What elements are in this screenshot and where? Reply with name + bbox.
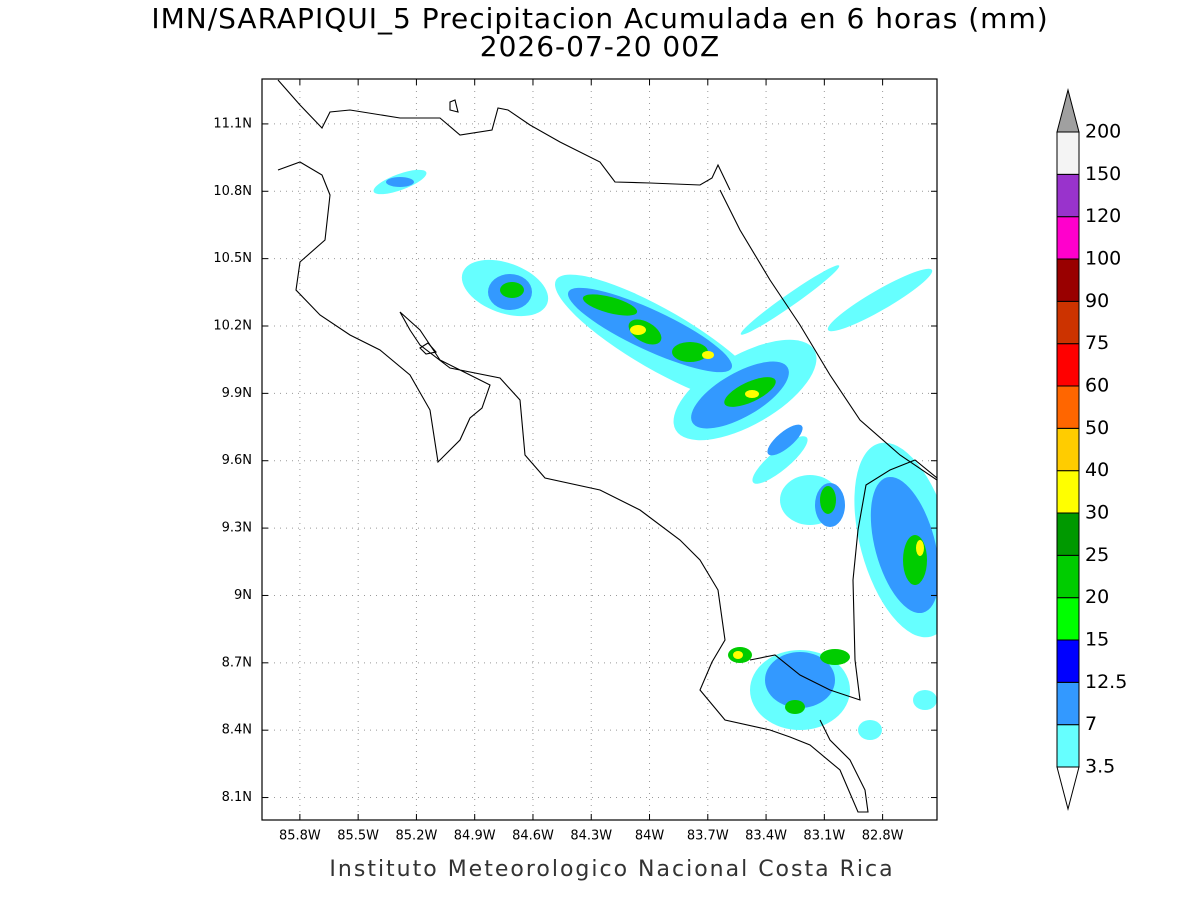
colorbar-bin bbox=[1056, 597, 1080, 641]
y-tick-label: 10.5N bbox=[213, 251, 252, 266]
colorbar-label: 75 bbox=[1085, 332, 1109, 354]
colorbar-bin bbox=[1056, 300, 1080, 345]
colorbar-label: 200 bbox=[1085, 121, 1121, 143]
y-tick-label: 9N bbox=[234, 588, 252, 603]
colorbar-label: 15 bbox=[1085, 629, 1109, 651]
x-tick-label: 83.4W bbox=[745, 829, 787, 844]
rain-lightblue bbox=[386, 177, 937, 708]
colorbar-label: 60 bbox=[1085, 375, 1109, 397]
x-tick-label: 84.3W bbox=[570, 829, 612, 844]
colorbar-label: 25 bbox=[1085, 544, 1109, 566]
y-tick-label: 9.6N bbox=[222, 453, 252, 468]
colorbar-label: 100 bbox=[1085, 248, 1121, 270]
colorbar-label: 12.5 bbox=[1085, 671, 1127, 693]
footer: Instituto Meteorologico Nacional Costa R… bbox=[329, 857, 894, 882]
island bbox=[449, 99, 459, 113]
colorbar: 3.5 7 12.5 15 20 25 30 40 50 60 75 90 100 120 150 200 bbox=[1056, 88, 1127, 811]
colorbar-bin bbox=[1056, 131, 1080, 175]
colorbar-bin bbox=[1056, 427, 1080, 472]
coastlines bbox=[277, 79, 937, 813]
colorbar-bin bbox=[1056, 470, 1080, 514]
colorbar-bin bbox=[1056, 343, 1080, 387]
colorbar-bin bbox=[1056, 554, 1080, 599]
x-tick-label: 84.9W bbox=[454, 829, 496, 844]
x-tick-label: 83.7W bbox=[687, 829, 729, 844]
x-tick-label: 84.6W bbox=[512, 829, 554, 844]
colorbar-label: 90 bbox=[1085, 290, 1109, 312]
title: IMN/SARAPIQUI_5 Precipitacion Acumulada … bbox=[151, 2, 1048, 35]
y-tick-label: 8.1N bbox=[222, 790, 252, 805]
y-tick-label: 8.4N bbox=[222, 723, 252, 738]
y-tick-label: 11.1N bbox=[213, 116, 252, 131]
colorbar-bin bbox=[1056, 724, 1080, 768]
pacific-coast bbox=[277, 161, 869, 813]
x-tick-label: 85.5W bbox=[337, 829, 379, 844]
subtitle: 2026-07-20 00Z bbox=[480, 30, 720, 63]
colorbar-bin bbox=[1056, 639, 1080, 683]
y-tick-label: 10.2N bbox=[213, 319, 252, 334]
y-tick-label: 10.8N bbox=[213, 184, 252, 199]
colorbar-bin bbox=[1056, 681, 1080, 726]
x-tick-label: 85.8W bbox=[279, 829, 321, 844]
plot-frame bbox=[261, 78, 938, 821]
colorbar-bin bbox=[1056, 512, 1080, 556]
axes: 85.8W 85.5W 85.2W 84.9W 84.6W 84.3W 84W 83.7W 83… bbox=[213, 79, 937, 844]
rain-yellow bbox=[630, 325, 924, 659]
colorbar-bin bbox=[1056, 173, 1080, 218]
x-tick-label: 84W bbox=[635, 829, 665, 844]
colorbar-bin bbox=[1056, 258, 1080, 302]
colorbar-bin bbox=[1056, 385, 1080, 429]
y-tick-label: 9.9N bbox=[222, 386, 252, 401]
colorbar-bin bbox=[1056, 216, 1080, 260]
x-tick-label: 85.2W bbox=[396, 829, 438, 844]
rain-cyan bbox=[373, 169, 937, 740]
colorbar-label: 40 bbox=[1085, 459, 1109, 481]
x-tick-label: 82.8W bbox=[862, 829, 904, 844]
island bbox=[419, 342, 438, 355]
border-nicaragua bbox=[277, 79, 731, 191]
caribbean-coast bbox=[719, 189, 937, 481]
border-panama bbox=[749, 459, 937, 701]
precipitation-field bbox=[373, 169, 937, 740]
colorbar-lower-arrow bbox=[1056, 766, 1080, 811]
colorbar-label: 150 bbox=[1085, 163, 1121, 185]
colorbar-label: 120 bbox=[1085, 205, 1121, 227]
y-tick-label: 8.7N bbox=[222, 655, 252, 670]
colorbar-label: 3.5 bbox=[1085, 756, 1115, 778]
x-tick-label: 83.1W bbox=[803, 829, 845, 844]
colorbar-label: 20 bbox=[1085, 586, 1109, 608]
colorbar-label: 50 bbox=[1085, 417, 1109, 439]
y-tick-label: 9.3N bbox=[222, 521, 252, 536]
colorbar-upper-arrow bbox=[1056, 88, 1080, 133]
colorbar-label: 7 bbox=[1085, 713, 1097, 735]
colorbar-label: 30 bbox=[1085, 502, 1109, 524]
